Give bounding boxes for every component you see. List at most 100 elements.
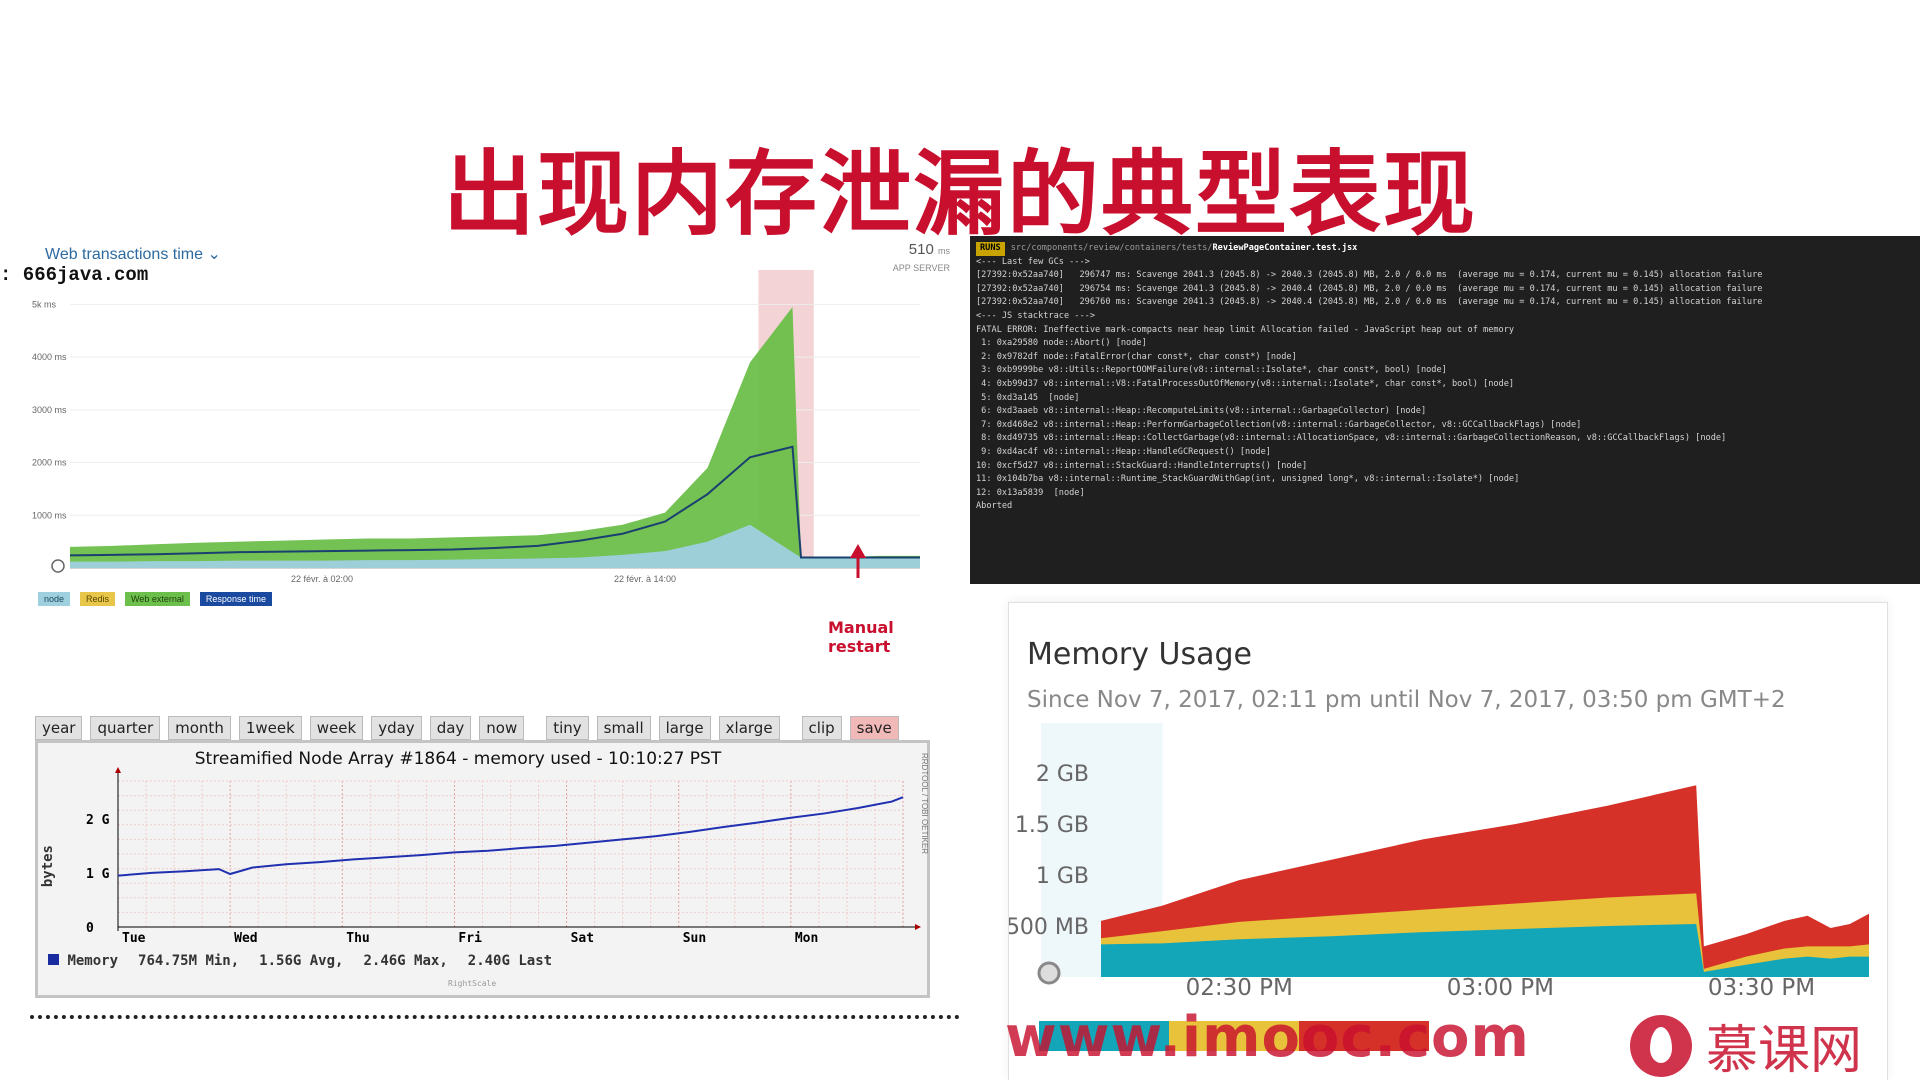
y-tick-label: 2 G xyxy=(86,813,110,828)
terminal-line: 9: 0xd4ac4f v8::internal::Heap::HandleGC… xyxy=(976,446,1271,457)
terminal-lines: <--- Last few GCs ---> [27392:0x52aa740] … xyxy=(976,256,1914,514)
area-node xyxy=(70,524,920,568)
value-number: 510 xyxy=(908,241,934,258)
test-path: src/components/review/containers/tests/ xyxy=(1010,243,1213,253)
range-button-tiny[interactable]: tiny xyxy=(546,716,589,740)
terminal-line: 8: 0xd49735 v8::internal::Heap::CollectG… xyxy=(976,433,1727,444)
terminal-line: 3: 0xb9999be v8::Utils::ReportOOMFailure… xyxy=(976,365,1447,376)
range-button-now[interactable]: now xyxy=(479,716,525,740)
legend-node[interactable]: node xyxy=(38,592,71,606)
web-transactions-header[interactable]: Web transactions time ⌄ xyxy=(45,246,221,263)
rrd-side-credit: RRDTOOL / TOBI OETIKER xyxy=(920,753,929,855)
runs-badge: RUNS xyxy=(976,242,1005,256)
x-tick-label: Thu xyxy=(346,931,369,943)
terminal-line: [27392:0x52aa740] 296760 ms: Scavenge 20… xyxy=(976,297,1763,308)
range-button-yday[interactable]: yday xyxy=(371,716,422,740)
imooc-logo: 慕课网 xyxy=(1630,1008,1862,1080)
rrd-range-toolbar: year quarter month 1week week yday day now tiny s… xyxy=(35,716,899,740)
y-tick-label: 1.5 GB xyxy=(1015,813,1089,838)
line-response-time xyxy=(69,445,920,559)
terminal-line: 7: 0xd468e2 v8::internal::Heap::PerformG… xyxy=(976,419,1582,430)
legend-response-time[interactable]: Response time xyxy=(199,592,272,606)
rrd-avg: 1.56G Avg, xyxy=(259,953,344,969)
x-tick-label: 02:30 PM xyxy=(1186,975,1293,1001)
range-button-week[interactable]: week xyxy=(309,716,364,740)
y-tick-label: 2000 ms xyxy=(32,458,67,468)
memory-usage-legend xyxy=(1039,1021,1429,1051)
manual-restart-annotation: Manual restart xyxy=(828,618,894,656)
terminal-line: 6: 0xd3aaeb v8::internal::Heap::Recomput… xyxy=(976,406,1427,417)
web-transactions-legend: node Redis Web external Response time xyxy=(38,592,272,606)
rrd-max: 2.46G Max, xyxy=(363,953,448,969)
overlay-watermark-text: : 666java.com xyxy=(0,264,149,286)
terminal-line: <--- Last few GCs ---> xyxy=(976,256,1090,267)
range-button-save[interactable]: save xyxy=(849,716,899,740)
rrd-last: 2.40G Last xyxy=(467,953,553,969)
y-tick-label: 1 G xyxy=(86,867,110,882)
terminal-line: 10: 0xcf5d27 v8::internal::StackGuard::H… xyxy=(976,460,1308,471)
memory-label: Memory xyxy=(67,953,119,969)
y-tick-label: 500 MB xyxy=(1009,915,1089,940)
x-tick-label: Sat xyxy=(571,931,594,943)
x-tick-label: Tue xyxy=(122,931,146,943)
memory-swatch xyxy=(48,954,59,965)
terminal-line: FATAL ERROR: Ineffective mark-compacts n… xyxy=(976,324,1515,335)
range-button-year[interactable]: year xyxy=(35,716,83,740)
legend-web-external[interactable]: Web external xyxy=(125,592,190,606)
legend-teal[interactable] xyxy=(1039,1021,1169,1051)
range-button-small[interactable]: small xyxy=(596,716,651,740)
x-tick-label: Sun xyxy=(683,931,706,943)
imooc-brand: 慕课网 xyxy=(1706,1021,1863,1080)
range-button-clip[interactable]: clip xyxy=(801,716,842,740)
y-tick-label: 1000 ms xyxy=(32,510,67,520)
terminal-line: 12: 0x13a5839 [node] xyxy=(976,487,1085,498)
arrow-head-icon xyxy=(850,544,866,558)
y-tick-label: 1 GB xyxy=(1036,864,1089,889)
range-button-1week[interactable]: 1week xyxy=(238,716,302,740)
memory-usage-chart: 500 MB 1 GB 1.5 GB 2 GB 02:30 PM 03:00 PM 03:3… xyxy=(1009,723,1869,1001)
range-button-large[interactable]: large xyxy=(658,716,711,740)
range-button-month[interactable]: month xyxy=(168,716,231,740)
rrd-title: Streamified Node Array #1864 - memory us… xyxy=(194,749,722,769)
memory-usage-subtitle: Since Nov 7, 2017, 02:11 pm until Nov 7,… xyxy=(1027,687,1786,713)
range-button-xlarge[interactable]: xlarge xyxy=(718,716,780,740)
terminal-output: RUNS src/components/review/containers/tes… xyxy=(970,236,1920,584)
terminal-header: RUNS src/components/review/containers/tes… xyxy=(976,242,1914,256)
test-file: ReviewPageContainer.test.jsx xyxy=(1212,243,1358,253)
zoom-handle-icon xyxy=(51,559,65,573)
range-button-day[interactable]: day xyxy=(429,716,472,740)
imooc-url-watermark: www.imooc.com xyxy=(1005,1005,1530,1070)
zoom-handle-icon xyxy=(1037,961,1061,985)
web-transactions-panel: Web transactions time ⌄ : 666java.com 51… xyxy=(0,238,950,657)
terminal-line: 1: 0xa29580 node::Abort() [node] xyxy=(976,338,1147,349)
rrd-footer: Memory 764.75M Min, 1.56G Avg, 2.46G Max… xyxy=(48,953,552,969)
memory-usage-panel: Memory Usage Since Nov 7, 2017, 02:11 pm… xyxy=(1008,602,1888,1080)
x-tick-label: Mon xyxy=(795,931,818,943)
x-tick-label: 03:30 PM xyxy=(1708,975,1815,1001)
terminal-line: 5: 0xd3a145 [node] xyxy=(976,392,1080,403)
rrd-plot: 0 1 G 2 G Tue Wed Thu Fri Sat Sun Mon xyxy=(86,767,921,943)
range-button-quarter[interactable]: quarter xyxy=(90,716,161,740)
y-tick-label: 3000 ms xyxy=(32,405,67,415)
value-sub: APP SERVER xyxy=(892,263,950,273)
slide-title: 出现内存泄漏的典型表现 xyxy=(442,141,1477,248)
legend-red[interactable] xyxy=(1299,1021,1429,1051)
terminal-line: [27392:0x52aa740] 296747 ms: Scavenge 20… xyxy=(976,270,1763,281)
legend-redis[interactable]: Redis xyxy=(80,592,116,606)
x-tick-label: Wed xyxy=(234,931,257,943)
y-tick-label: 0 xyxy=(86,921,94,936)
rrd-memory-graph: Streamified Node Array #1864 - memory us… xyxy=(35,740,930,998)
rrd-min: 764.75M Min, xyxy=(138,953,240,969)
rrd-credit: RightScale xyxy=(448,979,497,988)
x-arrow-icon xyxy=(915,924,921,930)
terminal-line: 11: 0x104b7ba v8::internal::Runtime_Stac… xyxy=(976,474,1520,485)
memory-area-0 xyxy=(1101,923,1869,977)
memory-usage-title: Memory Usage xyxy=(1027,637,1253,672)
x-tick-label: 22 févr. à 02:00 xyxy=(291,574,353,584)
value-unit: ms xyxy=(938,246,950,256)
x-tick-label: 03:00 PM xyxy=(1447,975,1554,1001)
legend-yellow[interactable] xyxy=(1169,1021,1299,1051)
terminal-line: Aborted xyxy=(976,501,1013,512)
flame-icon xyxy=(1630,1014,1692,1077)
x-tick-label: 22 févr. à 14:00 xyxy=(614,574,676,584)
